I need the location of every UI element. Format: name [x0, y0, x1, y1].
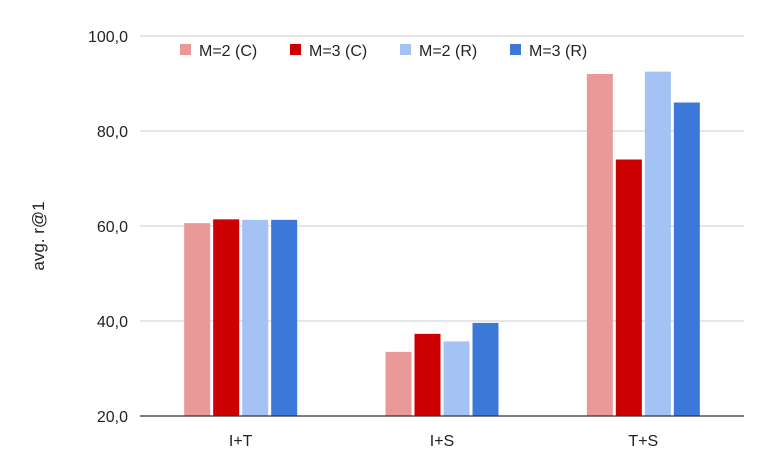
x-tick-label: T+S	[628, 433, 658, 450]
bar	[184, 223, 211, 416]
bars	[184, 71, 700, 416]
legend-label: M=3 (C)	[309, 43, 367, 60]
bar	[443, 341, 470, 416]
bar	[414, 333, 441, 416]
legend: M=2 (C) M=3 (C) M=2 (R) M=3 (R)	[180, 43, 587, 60]
legend-label: M=2 (R)	[419, 43, 477, 60]
bar	[213, 219, 240, 416]
x-tick-labels: I+T I+S T+S	[229, 433, 658, 450]
legend-swatch	[180, 44, 191, 55]
legend-swatch	[400, 44, 411, 55]
gridlines	[140, 35, 744, 322]
y-tick-label: 80,0	[97, 124, 128, 141]
legend-label: M=2 (C)	[199, 43, 257, 60]
legend-label: M=3 (R)	[529, 43, 587, 60]
y-tick-label: 100,0	[88, 29, 128, 46]
bar	[385, 351, 412, 416]
legend-swatch	[290, 44, 301, 55]
legend-swatch	[510, 44, 521, 55]
x-tick-label: I+T	[229, 433, 253, 450]
bar	[673, 102, 700, 416]
y-tick-label: 60,0	[97, 219, 128, 236]
x-tick-label: I+S	[430, 433, 454, 450]
bar	[586, 74, 613, 416]
y-tick-label: 20,0	[97, 409, 128, 426]
bar	[271, 219, 298, 416]
bar	[242, 219, 269, 416]
bar	[644, 71, 671, 416]
y-tick-labels: 20,0 40,0 60,0 80,0 100,0	[88, 29, 128, 426]
y-axis-label: avg. r@1	[29, 201, 48, 270]
bar	[472, 322, 499, 416]
y-tick-label: 40,0	[97, 314, 128, 331]
bar	[615, 159, 642, 416]
